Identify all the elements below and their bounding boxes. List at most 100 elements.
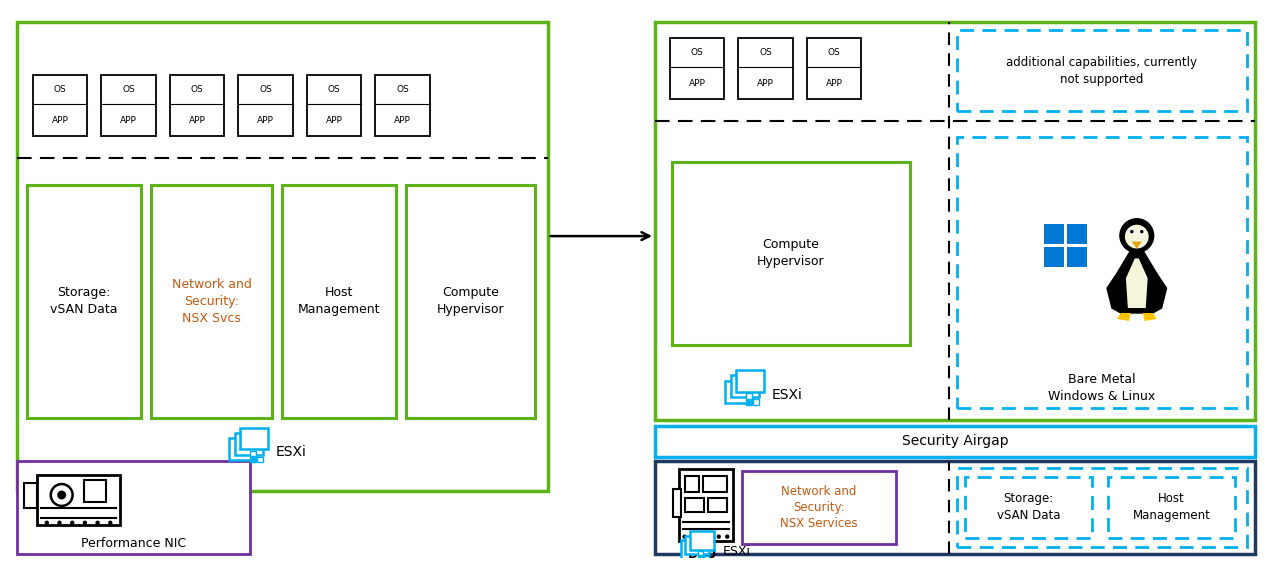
Circle shape [109, 521, 112, 525]
FancyBboxPatch shape [742, 471, 896, 544]
Text: OS: OS [759, 48, 771, 57]
Text: OS: OS [827, 48, 840, 57]
FancyBboxPatch shape [686, 535, 709, 554]
Text: APP: APP [257, 115, 275, 124]
Text: APP: APP [52, 115, 69, 124]
Bar [753, 399, 759, 405]
Bar [699, 556, 704, 561]
FancyBboxPatch shape [17, 22, 548, 491]
Text: Network and
Security:
NSX Services: Network and Security: NSX Services [780, 485, 858, 530]
Circle shape [1138, 228, 1145, 235]
Polygon shape [1126, 258, 1148, 308]
Circle shape [96, 521, 100, 525]
Polygon shape [1143, 313, 1157, 321]
Text: Security Airgap: Security Airgap [902, 435, 1009, 448]
Text: ESXi: ESXi [276, 445, 306, 459]
Text: Storage:
vSAN Data: Storage: vSAN Data [997, 493, 1060, 522]
Circle shape [700, 534, 704, 539]
Bar [678, 469, 733, 540]
Bar [684, 498, 705, 512]
FancyBboxPatch shape [807, 38, 861, 100]
Text: OS: OS [328, 85, 341, 94]
Bar [1043, 224, 1064, 244]
FancyBboxPatch shape [956, 30, 1248, 111]
FancyBboxPatch shape [235, 433, 263, 455]
Bar [705, 556, 709, 561]
Text: Network and
Security:
NSX Svcs: Network and Security: NSX Svcs [171, 278, 252, 324]
Circle shape [707, 534, 713, 539]
FancyBboxPatch shape [956, 137, 1248, 408]
Text: Host
Management: Host Management [1133, 493, 1211, 522]
FancyBboxPatch shape [669, 38, 724, 100]
FancyBboxPatch shape [737, 370, 764, 392]
Bar [1043, 247, 1064, 267]
FancyBboxPatch shape [239, 74, 292, 136]
FancyBboxPatch shape [655, 461, 1255, 553]
Text: Bare Metal
Windows & Linux: Bare Metal Windows & Linux [1048, 373, 1156, 403]
Bar [684, 476, 699, 492]
Bar [704, 476, 728, 492]
Bar [84, 480, 106, 502]
Text: APP: APP [825, 79, 843, 88]
Bar [746, 399, 752, 405]
Polygon shape [1107, 273, 1121, 313]
Text: DPU: DPU [688, 548, 718, 561]
Bar [1066, 247, 1087, 267]
Polygon shape [1131, 242, 1142, 248]
Circle shape [57, 521, 61, 525]
Text: Compute
Hypervisor: Compute Hypervisor [757, 239, 825, 269]
FancyBboxPatch shape [282, 185, 396, 418]
Text: OS: OS [123, 85, 135, 94]
Text: OS: OS [259, 85, 272, 94]
FancyBboxPatch shape [690, 531, 714, 549]
FancyBboxPatch shape [151, 185, 272, 418]
FancyBboxPatch shape [240, 427, 268, 449]
FancyBboxPatch shape [17, 461, 250, 553]
Text: ESXi: ESXi [771, 388, 803, 402]
FancyBboxPatch shape [1107, 477, 1235, 538]
Text: Compute
Hypervisor: Compute Hypervisor [437, 286, 504, 316]
Text: OS: OS [691, 48, 704, 57]
Text: Storage:
vSAN Data: Storage: vSAN Data [50, 286, 117, 316]
FancyBboxPatch shape [730, 376, 759, 397]
Circle shape [691, 534, 696, 539]
FancyBboxPatch shape [672, 162, 909, 345]
Circle shape [57, 490, 66, 499]
Polygon shape [1117, 248, 1157, 313]
Bar [250, 451, 255, 456]
Text: ESXi: ESXi [723, 545, 751, 558]
Bar [250, 457, 255, 462]
FancyBboxPatch shape [375, 74, 429, 136]
Bar [24, 483, 37, 508]
Circle shape [725, 534, 729, 539]
Bar [746, 394, 752, 399]
Circle shape [45, 521, 49, 525]
Circle shape [1140, 230, 1143, 234]
Text: additional capabilities, currently
not supported: additional capabilities, currently not s… [1006, 56, 1198, 86]
FancyBboxPatch shape [230, 439, 257, 461]
Bar [699, 551, 704, 556]
Text: OS: OS [54, 85, 66, 94]
Circle shape [70, 521, 74, 525]
Polygon shape [1117, 313, 1131, 321]
Text: APP: APP [326, 115, 342, 124]
FancyBboxPatch shape [170, 74, 225, 136]
FancyBboxPatch shape [33, 74, 87, 136]
Circle shape [1129, 228, 1135, 235]
FancyBboxPatch shape [27, 185, 140, 418]
Bar [673, 489, 681, 517]
Text: APP: APP [395, 115, 411, 124]
FancyBboxPatch shape [655, 22, 1255, 419]
Circle shape [716, 534, 722, 539]
FancyBboxPatch shape [306, 74, 361, 136]
Text: Host
Management: Host Management [298, 286, 381, 316]
Text: APP: APP [189, 115, 206, 124]
FancyBboxPatch shape [681, 540, 705, 559]
Text: OS: OS [190, 85, 203, 94]
FancyBboxPatch shape [956, 468, 1248, 547]
Text: APP: APP [757, 79, 774, 88]
Circle shape [682, 534, 687, 539]
Polygon shape [1153, 273, 1167, 313]
FancyBboxPatch shape [738, 38, 793, 100]
Bar [37, 475, 120, 525]
